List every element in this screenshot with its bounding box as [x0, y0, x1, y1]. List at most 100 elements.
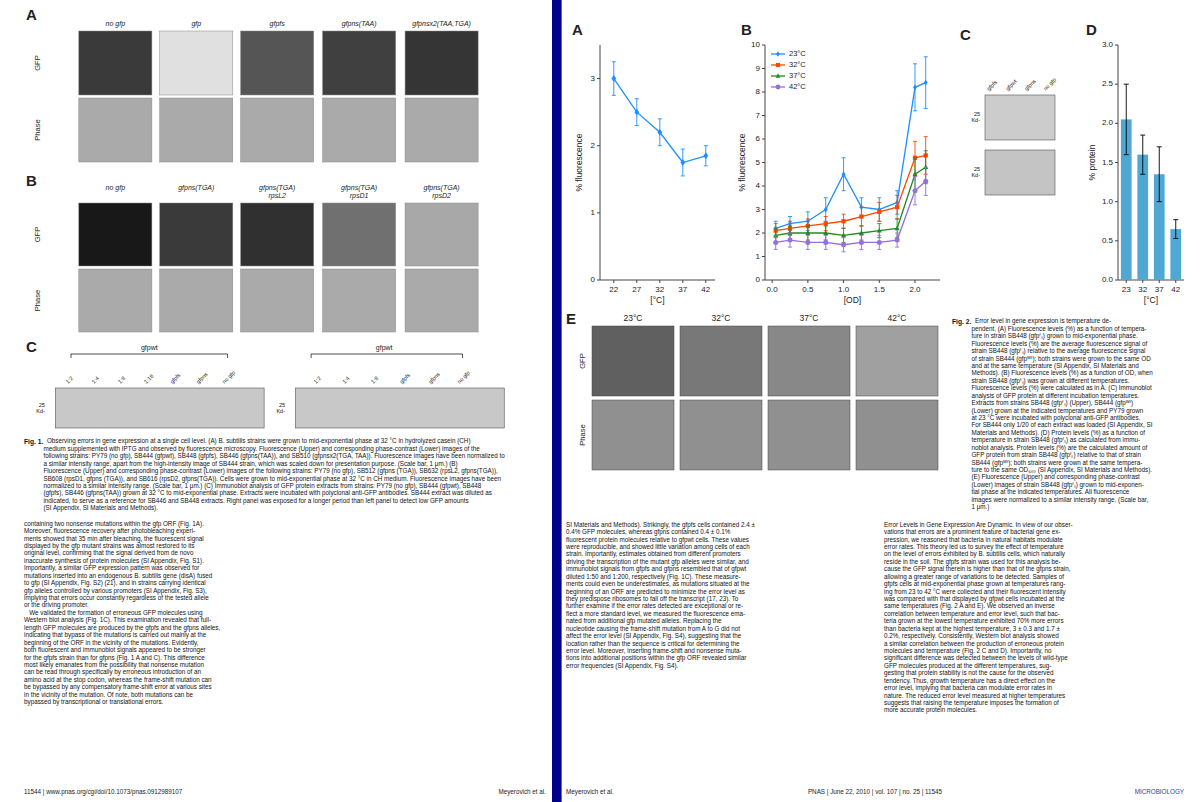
phase-image — [241, 98, 314, 162]
error-bar — [859, 235, 863, 249]
legend-marker — [776, 51, 780, 57]
phase-image — [592, 400, 674, 470]
x-axis-label: [°C] — [650, 295, 664, 305]
x-tick-label: 1.0 — [838, 285, 850, 294]
legend-marker — [776, 73, 781, 77]
lane-label: 1:16 — [143, 373, 155, 385]
panel-label: D — [1086, 21, 1097, 38]
text-line: (SI Appendix, SI Materials and Methods). — [43, 504, 158, 512]
y-tick-label: 1 — [756, 252, 761, 261]
phase-image — [405, 269, 478, 332]
column-label: rpsL2 — [268, 192, 286, 200]
column-label: gfp — [191, 20, 201, 28]
y-tick-label: 4 — [756, 181, 761, 190]
error-bar — [824, 235, 828, 249]
gfp-image — [405, 31, 478, 95]
data-point — [923, 179, 928, 184]
lane-label: gfpns — [195, 371, 209, 385]
text-line: Kd- — [971, 117, 980, 123]
error-bar — [913, 64, 917, 111]
lane-label: 1:8 — [370, 375, 380, 385]
data-point — [634, 109, 639, 116]
lane-label: gfpfs — [399, 372, 412, 385]
gfp-image — [241, 203, 314, 266]
data-point — [913, 172, 918, 177]
text-line: Kd- — [36, 408, 45, 414]
data-point — [895, 226, 900, 231]
row-label: GFP — [33, 227, 42, 243]
temperature-label: 42°C — [888, 313, 907, 323]
x-tick-label: 27 — [632, 285, 641, 294]
y-tick-label: 3 — [591, 74, 596, 83]
y-tick — [762, 68, 765, 69]
lane-label: 1:4 — [91, 375, 101, 385]
legend: 23°C32°C37°C42°C — [771, 49, 806, 91]
y-axis-line — [600, 45, 601, 280]
blot-size-label: 25Kd- — [971, 166, 980, 178]
x-tick-label: 37 — [678, 285, 687, 294]
error-bar — [859, 207, 863, 226]
error-bar — [681, 149, 685, 176]
lane-label: gfpwt — [1004, 78, 1018, 92]
x-tick-label: 23 — [1122, 285, 1131, 294]
data-point — [841, 233, 846, 238]
blot-image — [295, 388, 504, 428]
data-point — [823, 230, 828, 235]
legend-entry: 23°C — [789, 49, 806, 58]
y-axis-label: % protein — [1087, 144, 1097, 180]
error-bar — [924, 167, 928, 195]
y-tick — [1115, 201, 1118, 202]
lane-label: 1:2 — [312, 375, 322, 385]
data-point — [824, 221, 828, 225]
y-tick-label: 2 — [591, 141, 596, 150]
divider-bar — [552, 0, 562, 802]
body-text: containing two nonsense mutations within… — [24, 520, 221, 706]
data-point — [703, 152, 708, 159]
error-bar — [877, 202, 881, 221]
y-tick-label: 9 — [756, 64, 761, 73]
legend-marker — [776, 63, 780, 67]
blot-group-label: gfpwt — [141, 344, 158, 352]
x-tick — [807, 280, 808, 283]
panel-label: E — [566, 310, 576, 327]
blot-image — [985, 95, 1055, 140]
lane-label: 1:8 — [117, 375, 127, 385]
body-text: SI Materials and Methods). Strikingly, t… — [565, 521, 755, 670]
row-label: Phase — [33, 290, 42, 312]
y-tick — [597, 78, 600, 79]
x-tick — [682, 280, 683, 283]
chart: 0.00.51.01.52.0[OD]012345678910% fluores… — [737, 21, 940, 305]
error-bar — [658, 119, 662, 146]
text-line: Fig. 2. — [952, 318, 971, 326]
phase-image — [856, 400, 938, 470]
blot-size-label: 25Kd- — [36, 402, 45, 414]
y-tick — [1115, 280, 1118, 281]
data-point — [895, 205, 899, 209]
y-tick — [762, 256, 765, 257]
y-tick — [762, 45, 765, 46]
lane-label: 1:2 — [64, 375, 74, 385]
y-tick-label: 7 — [756, 111, 761, 120]
legend-entry: 42°C — [789, 82, 806, 91]
plot-marks — [611, 62, 708, 176]
x-tick-label: 2.0 — [909, 285, 921, 294]
x-tick — [1142, 280, 1143, 283]
y-tick — [762, 92, 765, 93]
error-bar — [1157, 147, 1162, 202]
x-tick-label: 42 — [1171, 285, 1180, 294]
gfp-image — [323, 31, 396, 95]
y-tick-label: 2.0 — [1102, 118, 1114, 127]
y-tick-label: 8 — [756, 87, 761, 96]
y-tick-label: 2 — [756, 228, 761, 237]
y-tick — [597, 145, 600, 146]
row-label: Phase — [33, 119, 42, 141]
data-point — [924, 80, 928, 86]
gfp-image — [680, 326, 762, 396]
footer: PNAS | June 22, 2010 | vol. 107 | no. 25… — [808, 788, 943, 796]
error-bar — [842, 158, 846, 191]
column-label: no gfp — [106, 184, 126, 192]
x-tick-label: 0.5 — [802, 285, 814, 294]
y-tick — [597, 280, 600, 281]
caption-title: Fig. 1. — [24, 438, 43, 446]
text-line: error frequencies (SI Appendix, Fig. S4)… — [566, 662, 679, 670]
